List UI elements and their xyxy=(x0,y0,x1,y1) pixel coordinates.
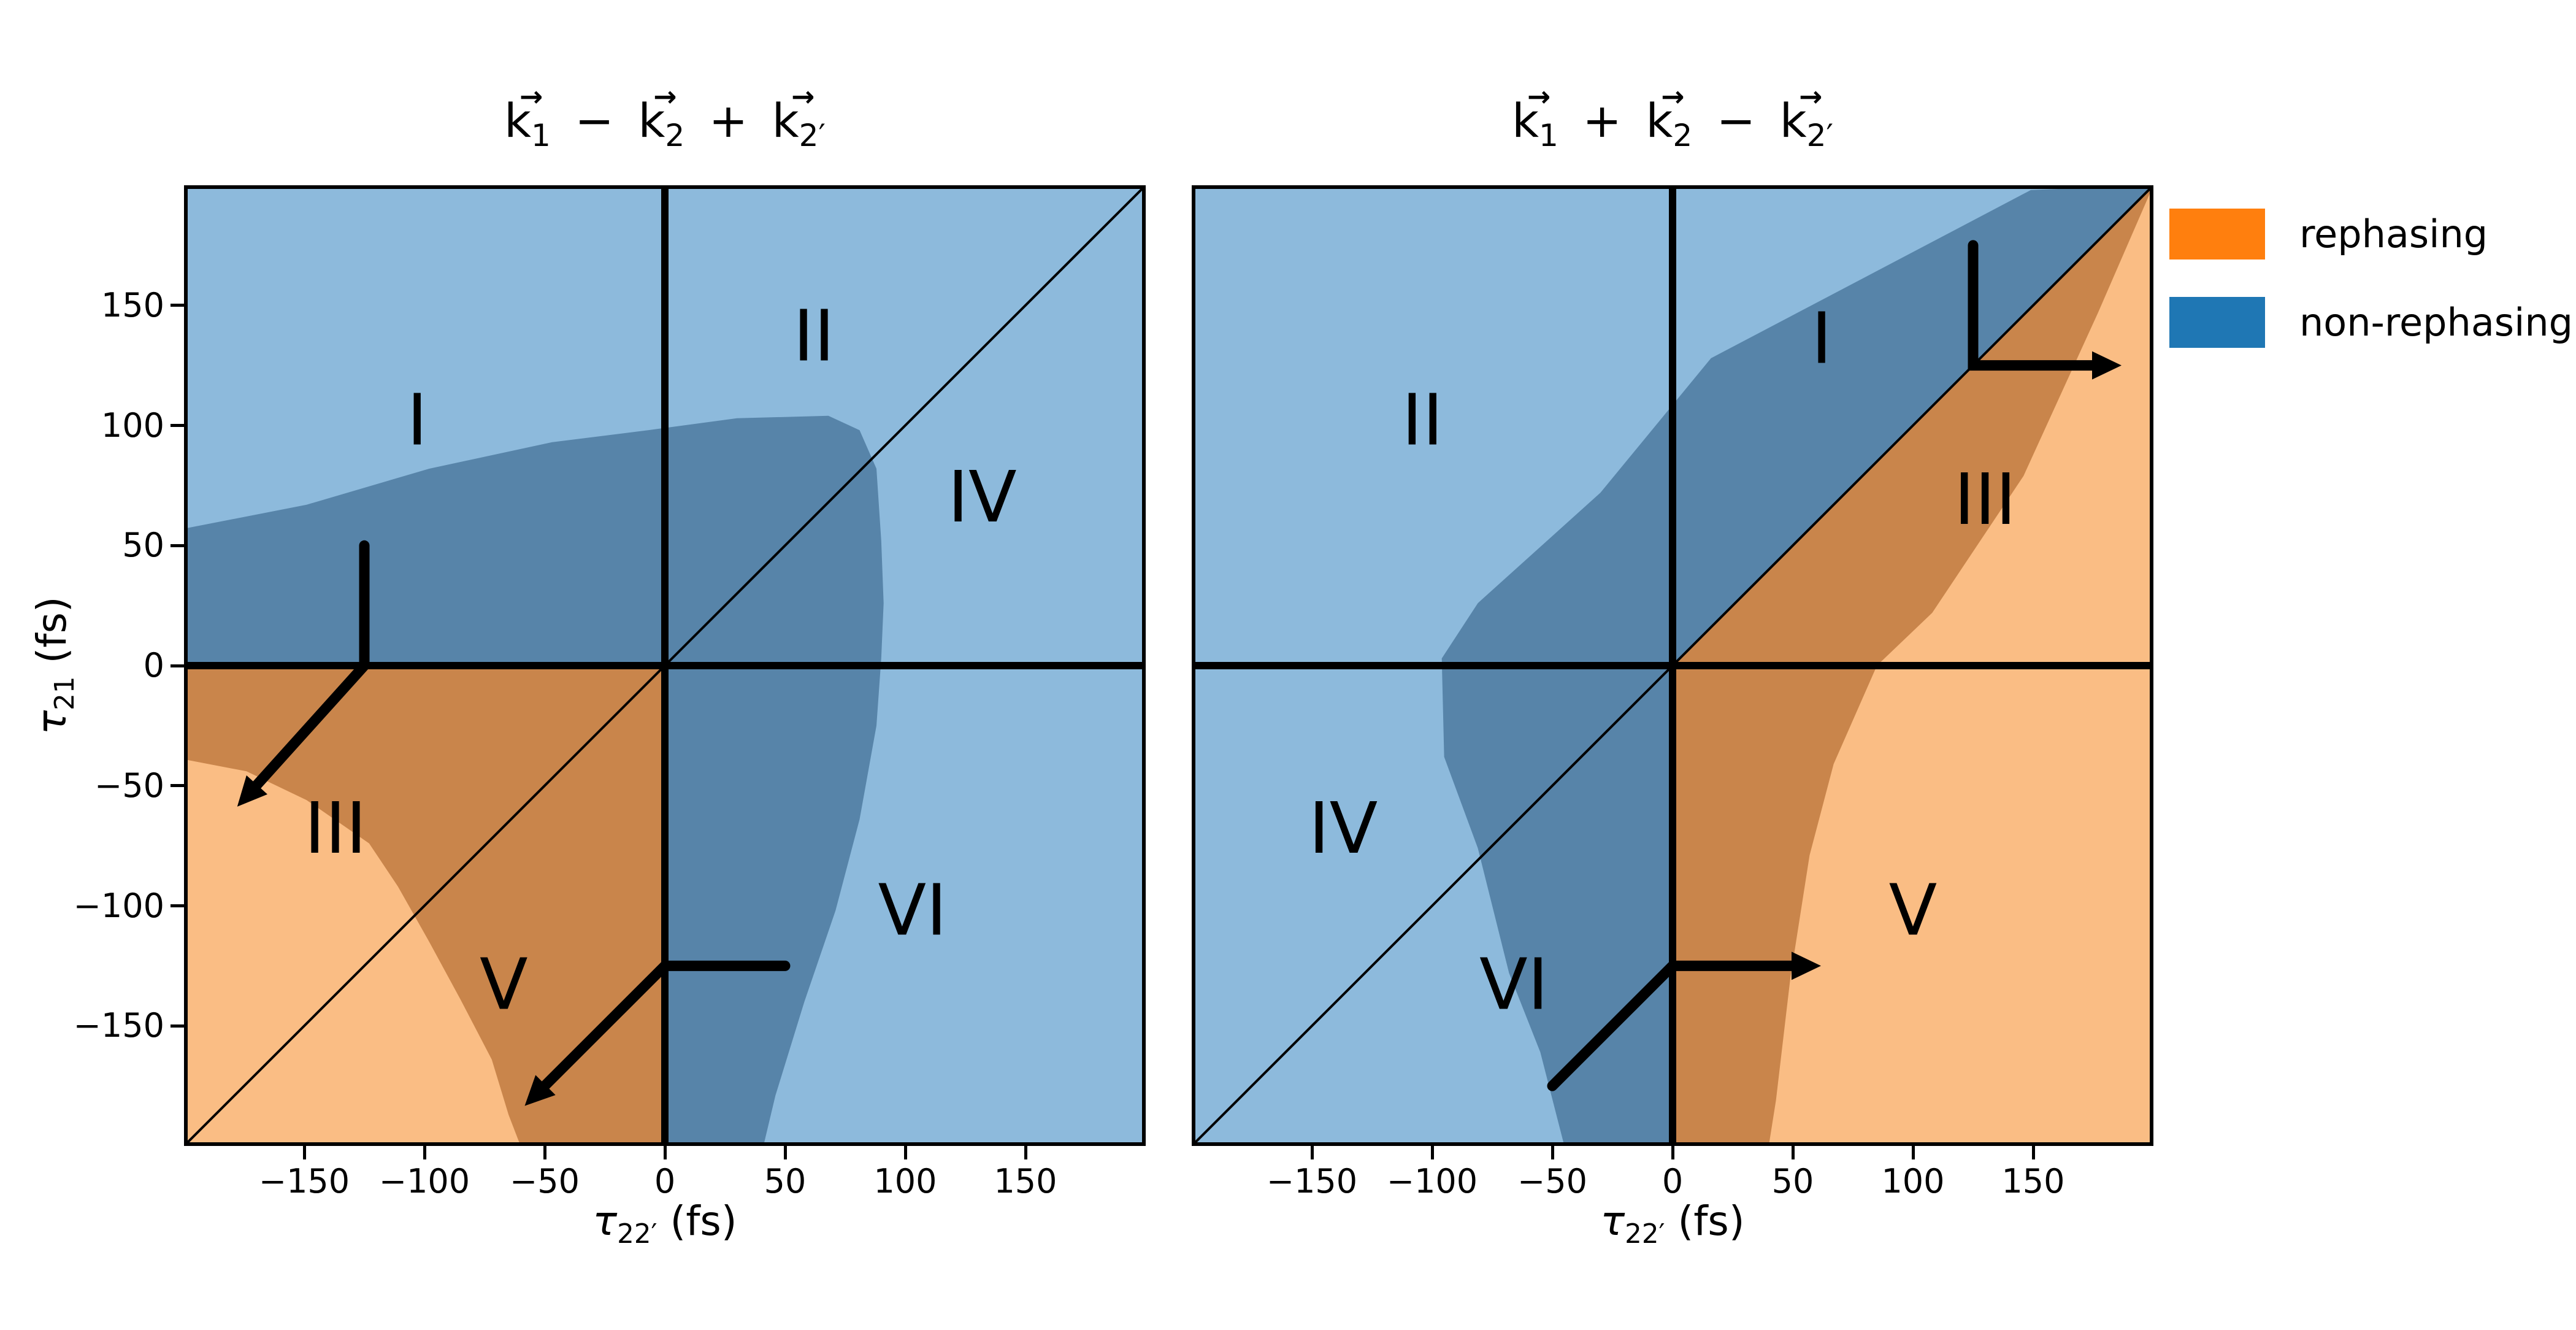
title-operator: − xyxy=(560,93,629,148)
x-tick-label: 150 xyxy=(994,1162,1057,1201)
y-tick-mark xyxy=(171,904,184,907)
vector-arrow-icon: → xyxy=(653,80,677,113)
x-tick-label: 0 xyxy=(654,1162,676,1201)
left-plot: I II IV III V VI xyxy=(184,185,1146,1146)
x-tick-mark xyxy=(783,1146,787,1159)
region-label-II: II xyxy=(1401,380,1443,462)
x-tick-mark xyxy=(1551,1146,1554,1159)
right-x-axis-label: τ22′ (fs) xyxy=(1600,1197,1745,1250)
k-vector-symbol: → k2 xyxy=(638,80,685,154)
right-plot: II I III IV VI V xyxy=(1192,185,2153,1146)
vector-arrow-icon: → xyxy=(791,80,815,113)
vector-arrow-icon: → xyxy=(1661,80,1685,113)
arrowhead-icon xyxy=(237,775,267,807)
x-tick-label: −150 xyxy=(1266,1162,1358,1201)
vector-arrow-icon: → xyxy=(1527,80,1551,113)
title-operator: − xyxy=(1701,93,1771,148)
y-tick-mark xyxy=(171,1024,184,1028)
region-label-III: III xyxy=(304,788,367,870)
k-vector-symbol: → k2 xyxy=(1646,80,1693,154)
y-tick-label: −50 xyxy=(94,766,164,805)
x-tick-mark xyxy=(1671,1146,1674,1159)
y-tick-label: 100 xyxy=(101,406,164,445)
x-tick-label: −100 xyxy=(378,1162,470,1201)
arrowhead-icon xyxy=(524,1075,556,1106)
x-tick-mark xyxy=(1024,1146,1027,1159)
non-rephasing-color-swatch xyxy=(2169,297,2265,348)
x-tick-mark xyxy=(543,1146,546,1159)
region-pulse-overlap-rephasing xyxy=(1673,185,2153,1146)
x-tick-mark xyxy=(423,1146,426,1159)
x-tick-mark xyxy=(302,1146,306,1159)
region-label-VI: VI xyxy=(878,869,947,951)
x-tick-mark xyxy=(1791,1146,1795,1159)
x-tick-label: 150 xyxy=(2001,1162,2065,1201)
x-tick-mark xyxy=(1310,1146,1314,1159)
pulse-order-arrow-upper xyxy=(1968,240,2099,371)
x-tick-label: 100 xyxy=(1881,1162,1945,1201)
x-tick-label: 0 xyxy=(1662,1162,1684,1201)
y-tick-label: 150 xyxy=(101,285,164,325)
legend-item-rephasing: rephasing xyxy=(2169,209,2488,259)
y-tick-label: −150 xyxy=(73,1006,164,1045)
pulse-order-arrow-lower xyxy=(1547,960,1798,1091)
x-tick-mark xyxy=(663,1146,667,1159)
region-pulse-overlap-non-rephasing xyxy=(1441,185,2153,1146)
region-label-III: III xyxy=(1954,459,2017,541)
k-vector-symbol: → k2′ xyxy=(1779,80,1833,154)
x-tick-mark xyxy=(2031,1146,2035,1159)
x-tick-label: −50 xyxy=(510,1162,580,1201)
y-tick-label: 0 xyxy=(143,646,164,685)
plot-border xyxy=(184,185,1146,1146)
x-tick-label: −50 xyxy=(1517,1162,1587,1201)
title-operator: + xyxy=(1568,93,1637,148)
x-tick-mark xyxy=(1911,1146,1915,1159)
legend-item-non-rephasing: non-rephasing xyxy=(2169,297,2573,348)
left-x-axis-label: τ22′ (fs) xyxy=(592,1197,737,1250)
right-plot-title: → k1 + → k2 − → k2′ xyxy=(1192,80,2153,154)
y-tick-label: −100 xyxy=(73,886,164,925)
pulse-order-arrow-lower xyxy=(539,960,791,1091)
y-tick-mark xyxy=(171,784,184,788)
k-vector-symbol: → k1 xyxy=(1512,80,1558,154)
region-label-I: I xyxy=(407,380,427,462)
vector-arrow-icon: → xyxy=(519,80,543,113)
y-tick-mark xyxy=(171,304,184,307)
x-tick-label: −150 xyxy=(258,1162,350,1201)
region-label-VI: VI xyxy=(1479,944,1549,1026)
k-vector-symbol: → k1 xyxy=(504,80,551,154)
plot-border xyxy=(1192,185,2153,1146)
rephasing-legend-label: rephasing xyxy=(2299,211,2488,256)
x-tick-label: 50 xyxy=(1771,1162,1814,1201)
pulse-order-arrow-upper xyxy=(251,540,370,791)
arrowhead-icon xyxy=(1792,951,1821,980)
x-tick-label: 50 xyxy=(764,1162,807,1201)
arrowhead-icon xyxy=(2092,351,2122,380)
region-label-V: V xyxy=(1889,869,1938,951)
y-tick-mark xyxy=(171,664,184,667)
region-rephasing-outer-lobe xyxy=(184,759,521,1146)
region-label-I: I xyxy=(1811,298,1832,380)
left-plot-title: → k1 − → k2 + → k2′ xyxy=(184,80,1146,154)
y-tick-mark xyxy=(171,544,184,547)
x-tick-label: 100 xyxy=(873,1162,937,1201)
rephasing-color-swatch xyxy=(2169,209,2265,259)
x-tick-mark xyxy=(1430,1146,1434,1159)
region-label-V: V xyxy=(480,944,528,1026)
region-label-IV: IV xyxy=(1309,788,1378,870)
y-tick-label: 50 xyxy=(122,526,164,565)
vector-arrow-icon: → xyxy=(1799,80,1823,113)
title-operator: + xyxy=(694,93,763,148)
k-vector-symbol: → k2′ xyxy=(772,80,826,154)
region-label-IV: IV xyxy=(948,456,1017,539)
x-tick-mark xyxy=(903,1146,907,1159)
y-tick-mark xyxy=(171,424,184,427)
non-rephasing-legend-label: non-rephasing xyxy=(2299,299,2573,345)
x-tick-label: −100 xyxy=(1386,1162,1478,1201)
region-label-II: II xyxy=(793,296,835,378)
